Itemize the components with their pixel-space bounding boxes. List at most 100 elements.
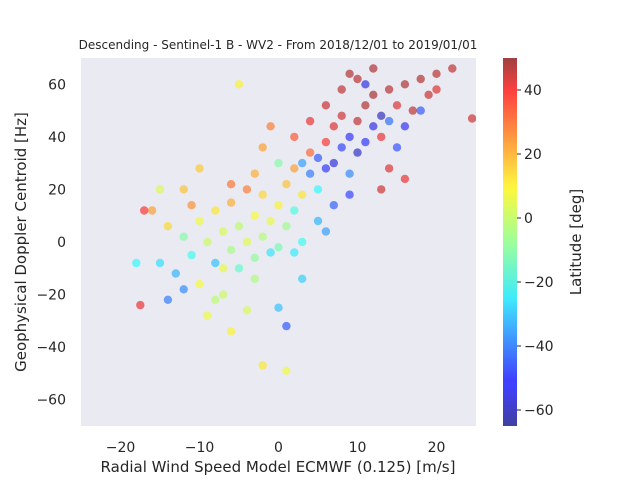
scatter-point: [345, 169, 354, 178]
scatter-point: [179, 285, 188, 294]
y-tick-label: −20: [36, 288, 66, 304]
scatter-point: [258, 232, 267, 241]
scatter-point: [140, 206, 149, 215]
scatter-point: [313, 153, 323, 163]
scatter-point: [321, 227, 331, 236]
scatter-point: [203, 311, 212, 320]
colorbar-label: Latitude [deg]: [567, 189, 585, 295]
scatter-point: [250, 169, 259, 178]
plot-area: [81, 58, 476, 426]
scatter-point: [353, 116, 362, 126]
scatter-point: [313, 185, 323, 194]
chart-title: Descending - Sentinel-1 B - WV2 - From 2…: [79, 38, 478, 52]
x-tick-label: 10: [349, 440, 367, 456]
scatter-point: [179, 232, 188, 241]
scatter-point: [392, 101, 402, 110]
y-tick-label: −60: [36, 393, 66, 409]
scatter-point: [384, 85, 394, 94]
scatter-point: [266, 216, 275, 226]
scatter-point: [290, 164, 299, 173]
colorbar-ticks: −60 −40 −20 0 20 40: [517, 83, 554, 419]
scatter-point: [384, 116, 394, 126]
x-tick-label: −20: [106, 440, 136, 456]
scatter-point: [211, 258, 220, 268]
scatter-point: [408, 106, 417, 115]
scatter-point: [337, 143, 346, 152]
scatter-point: [234, 80, 244, 89]
scatter-point: [361, 80, 370, 89]
scatter-point: [234, 222, 244, 231]
scatter-point: [163, 295, 173, 304]
x-tick-label: 20: [428, 440, 446, 456]
scatter-points: [132, 64, 476, 375]
scatter-point: [400, 174, 410, 184]
scatter-point: [242, 237, 252, 247]
y-tick-label: 20: [48, 182, 66, 198]
scatter-point: [147, 206, 157, 215]
scatter-point: [290, 206, 299, 215]
scatter-point: [171, 269, 180, 278]
y-tick-label: 40: [48, 130, 66, 146]
scatter-point: [187, 250, 196, 260]
scatter-point: [377, 111, 386, 121]
scatter-point: [274, 243, 283, 252]
scatter-point: [211, 206, 220, 215]
scatter-point: [329, 201, 338, 210]
y-axis-label: Geophysical Doppler Centroid [Hz]: [12, 112, 30, 372]
scatter-point: [226, 180, 236, 189]
scatter-point: [290, 248, 299, 257]
scatter-point: [305, 148, 315, 157]
scatter-point: [266, 122, 275, 131]
scatter-point: [377, 185, 386, 194]
scatter-point: [187, 201, 196, 210]
scatter-point: [155, 258, 165, 268]
scatter-point: [250, 274, 259, 283]
scatter-point: [369, 64, 378, 73]
colorbar-tick-label: 0: [524, 211, 533, 227]
scatter-point: [203, 237, 212, 247]
scatter-point: [305, 116, 315, 126]
scatter-point: [369, 122, 378, 131]
scatter-point: [416, 106, 425, 115]
scatter-point: [377, 132, 386, 142]
y-tick-label: −40: [36, 340, 66, 356]
scatter-point: [305, 169, 315, 178]
scatter-point: [195, 279, 204, 289]
scatter-point: [345, 69, 354, 79]
x-tick-label: 0: [274, 440, 283, 456]
scatter-point: [337, 85, 346, 94]
scatter-point: [274, 201, 283, 210]
scatter-point: [432, 85, 441, 94]
scatter-point: [361, 137, 370, 147]
colorbar-tick-label: −20: [524, 275, 554, 291]
scatter-point: [298, 274, 307, 283]
scatter-point: [282, 366, 291, 375]
scatter-point: [282, 222, 291, 231]
scatter-point: [448, 64, 457, 73]
scatter-point: [369, 90, 378, 100]
scatter-point: [226, 327, 236, 336]
y-tick-label: 60: [48, 77, 66, 93]
scatter-point: [242, 306, 252, 315]
scatter-point: [226, 198, 236, 207]
scatter-point: [298, 237, 307, 247]
x-axis-ticks: −20 −10 0 10 20: [106, 440, 446, 456]
y-axis-ticks: −60 −40 −20 0 20 40 60: [36, 77, 66, 408]
scatter-point: [250, 211, 259, 220]
scatter-point: [353, 74, 362, 84]
scatter-point: [219, 290, 228, 299]
scatter-point: [298, 158, 307, 168]
scatter-point: [400, 122, 410, 131]
scatter-point: [179, 185, 188, 194]
colorbar-tick-label: 40: [524, 83, 542, 99]
scatter-point: [345, 190, 354, 199]
scatter-point: [250, 253, 259, 262]
scatter-point: [329, 158, 338, 168]
scatter-point: [361, 101, 370, 110]
scatter-point: [321, 137, 331, 147]
scatter-point: [274, 303, 283, 312]
scatter-point: [234, 264, 244, 273]
scatter-point: [424, 90, 433, 100]
